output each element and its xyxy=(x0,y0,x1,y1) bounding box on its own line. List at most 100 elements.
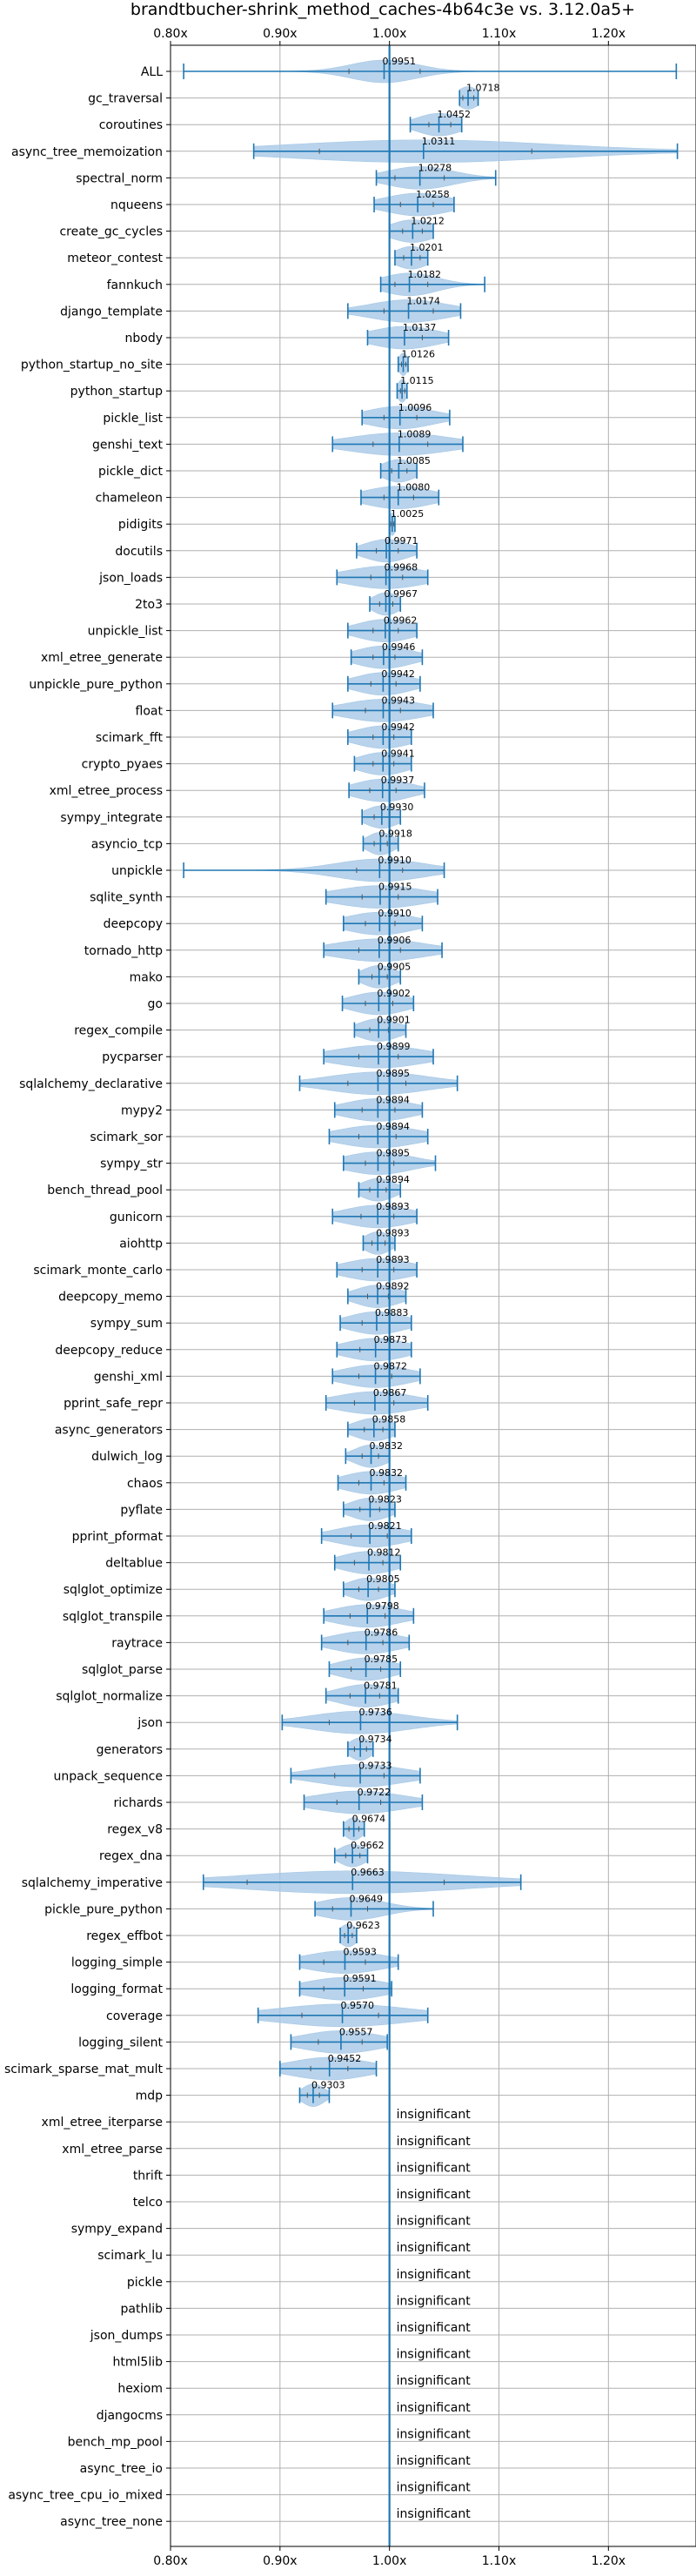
value-label: 1.0137 xyxy=(403,322,437,333)
benchmark-label: json xyxy=(137,1716,163,1730)
benchmark-label: richards xyxy=(114,1796,164,1810)
insignificant-label: insignificant xyxy=(397,2188,472,2202)
benchmark-label: async_tree_cpu_io_mixed xyxy=(8,2489,163,2503)
benchmark-label: coverage xyxy=(106,2009,163,2023)
benchmark-label: scimark_sor xyxy=(90,1130,163,1144)
insignificant-label: insignificant xyxy=(397,2268,472,2282)
value-label: 1.0115 xyxy=(400,375,434,386)
value-label: 1.0182 xyxy=(408,269,442,280)
value-label: 0.9733 xyxy=(358,1760,392,1771)
benchmark-label: sympy_expand xyxy=(71,2223,163,2237)
benchmark-label: regex_dna xyxy=(99,1849,163,1863)
value-label: 0.9872 xyxy=(374,1360,408,1372)
value-label: 0.9591 xyxy=(343,1973,377,1984)
value-label: 0.9823 xyxy=(368,1493,402,1505)
x-tick-label-top: 0.80x xyxy=(153,27,187,41)
benchmark-label: json_loads xyxy=(98,571,163,585)
benchmark-label: crypto_pyaes xyxy=(82,758,163,772)
value-label: 0.9674 xyxy=(352,1814,386,1825)
benchmark-label: aiohttp xyxy=(119,1237,163,1251)
benchmark-label: bench_mp_pool xyxy=(68,2435,163,2449)
benchmark-label: create_gc_cycles xyxy=(59,225,163,239)
value-label: 0.9942 xyxy=(381,721,415,733)
benchmark-label: raytrace xyxy=(111,1636,163,1650)
x-tick-label-bottom: 1.00x xyxy=(372,2554,406,2568)
benchmark-label: genshi_text xyxy=(92,438,164,452)
benchmark-label: fannkuch xyxy=(107,278,163,292)
benchmark-label: pickle_pure_python xyxy=(44,1902,163,1916)
x-tick-label-top: 1.00x xyxy=(372,27,406,41)
benchmark-label: sqlalchemy_declarative xyxy=(19,1077,163,1091)
benchmark-label: docutils xyxy=(115,545,163,559)
benchmark-label: sympy_str xyxy=(100,1157,163,1171)
benchmark-label: pickle_dict xyxy=(98,465,164,479)
value-label: 0.9805 xyxy=(366,1573,400,1585)
benchmark-label: pidigits xyxy=(118,518,163,532)
value-label: 1.0311 xyxy=(422,136,456,147)
benchmark-label: meteor_contest xyxy=(67,252,163,265)
benchmark-label: deltablue xyxy=(105,1557,163,1571)
value-label: 0.9942 xyxy=(381,668,415,680)
insignificant-label: insignificant xyxy=(397,2241,472,2255)
plot-frame xyxy=(170,44,696,2547)
value-label: 0.9951 xyxy=(383,56,417,67)
value-label: 0.9930 xyxy=(380,802,414,813)
benchmark-label: django_template xyxy=(60,305,163,319)
benchmark-label: xml_etree_generate xyxy=(41,651,163,665)
benchmark-label: bench_thread_pool xyxy=(47,1184,163,1197)
x-tick-label-top: 1.10x xyxy=(482,27,516,41)
value-label: 1.0174 xyxy=(407,295,441,306)
benchmark-label: scimark_lu xyxy=(97,2249,163,2263)
insignificant-label: insignificant xyxy=(397,2108,472,2122)
benchmark-label: async_tree_io xyxy=(80,2462,163,2476)
value-label: 0.9901 xyxy=(377,1015,411,1026)
value-label: 0.9946 xyxy=(382,641,416,653)
value-label: 0.9971 xyxy=(385,535,418,547)
value-label: 1.0201 xyxy=(410,242,444,253)
value-label: 1.0096 xyxy=(398,402,432,413)
value-label: 0.9893 xyxy=(376,1201,410,1212)
value-label: 0.9915 xyxy=(378,882,412,893)
benchmark-label: unpickle_list xyxy=(88,625,164,639)
benchmark-label: coroutines xyxy=(99,118,163,132)
insignificant-label: insignificant xyxy=(397,2481,472,2495)
insignificant-label: insignificant xyxy=(397,2348,472,2362)
value-label: 0.9867 xyxy=(373,1387,407,1399)
value-label: 1.0025 xyxy=(391,508,425,520)
benchmark-label: ALL xyxy=(141,65,163,79)
benchmark-label: async_tree_memoization xyxy=(11,145,163,159)
benchmark-label: unpack_sequence xyxy=(54,1769,163,1783)
benchmark-label: unpickle xyxy=(111,864,163,878)
value-label: 0.9894 xyxy=(376,1094,410,1105)
benchmark-label: logging_silent xyxy=(78,2036,163,2049)
benchmark-label: sqlglot_normalize xyxy=(56,1690,163,1704)
benchmark-label: async_tree_none xyxy=(60,2515,163,2529)
insignificant-label: insignificant xyxy=(397,2427,472,2441)
labels: 0.80x 0.80x 0.90x 0.90x 1.00x 1.00x 1.10x 1.10x… xyxy=(4,27,626,2568)
benchmark-label: pycparser xyxy=(102,1050,163,1064)
benchmark-label: mypy2 xyxy=(121,1104,163,1117)
benchmark-label: deepcopy xyxy=(104,917,163,931)
benchmark-label: gunicorn xyxy=(110,1211,163,1224)
benchmark-label: scimark_monte_carlo xyxy=(33,1264,163,1278)
benchmark-label: chameleon xyxy=(96,492,163,506)
insignificant-label: insignificant xyxy=(397,2374,472,2388)
benchmark-label: pprint_safe_repr xyxy=(64,1397,163,1411)
value-label: 1.0212 xyxy=(411,216,445,227)
benchmark-label: pickle_list xyxy=(103,412,163,426)
value-label: 0.9785 xyxy=(365,1654,398,1665)
value-label: 0.9905 xyxy=(378,961,412,972)
benchmark-label: nqueens xyxy=(110,198,163,212)
value-label: 0.9892 xyxy=(376,1281,410,1292)
value-label: 0.9910 xyxy=(378,855,412,866)
benchmark-label: djangocms xyxy=(97,2409,163,2423)
value-label: 0.9821 xyxy=(368,1520,402,1532)
value-label: 0.9593 xyxy=(343,1947,377,1958)
value-label: 0.9786 xyxy=(365,1627,398,1638)
value-label: 0.9812 xyxy=(367,1547,401,1559)
value-label: 0.9893 xyxy=(376,1254,410,1265)
benchmark-label: asyncio_tcp xyxy=(91,837,163,851)
benchmark-label: gc_traversal xyxy=(88,92,163,106)
value-label: 0.9895 xyxy=(376,1068,410,1079)
